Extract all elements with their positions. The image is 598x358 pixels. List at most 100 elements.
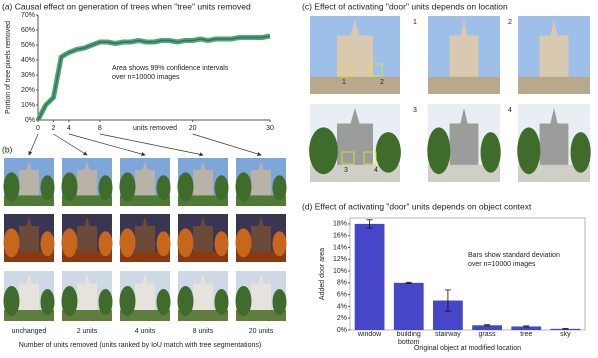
x-tick-label: 8 bbox=[98, 125, 102, 132]
annotation: Area shows 99% confidence intervals bbox=[112, 65, 229, 72]
image-tree bbox=[3, 228, 20, 258]
image-building bbox=[77, 226, 97, 253]
image-building bbox=[251, 226, 271, 253]
image-building bbox=[19, 226, 39, 253]
image bbox=[235, 214, 287, 262]
image-ground bbox=[236, 310, 286, 321]
image-tree bbox=[427, 127, 451, 175]
x-tick-label-text: grass bbox=[478, 331, 496, 338]
image-tree bbox=[61, 172, 78, 202]
image-tree bbox=[177, 286, 194, 316]
annotation: over n=10000 images bbox=[468, 261, 536, 268]
image-ground bbox=[518, 164, 590, 182]
image bbox=[119, 158, 171, 206]
image bbox=[119, 271, 171, 321]
y-tick-label: 70% bbox=[21, 12, 35, 19]
image-ground bbox=[62, 310, 112, 321]
image-building bbox=[251, 283, 271, 311]
image-spire bbox=[26, 216, 32, 226]
image-tree bbox=[272, 175, 287, 201]
image-spire bbox=[84, 273, 90, 284]
image-building bbox=[193, 226, 213, 253]
image-ground bbox=[428, 164, 500, 182]
image-ground bbox=[518, 76, 590, 94]
y-tick-label: 12% bbox=[333, 256, 347, 263]
image-tree bbox=[61, 228, 78, 258]
image-tree bbox=[272, 231, 287, 257]
x-tick-label: window bbox=[358, 331, 381, 338]
y-tick-label: 10% bbox=[21, 102, 35, 109]
image-spire bbox=[142, 216, 148, 226]
y-tick-label: 30% bbox=[21, 72, 35, 79]
image-tree bbox=[214, 175, 229, 201]
image bbox=[235, 271, 287, 321]
image-spire bbox=[258, 216, 264, 226]
image bbox=[3, 271, 55, 321]
image bbox=[177, 214, 229, 262]
y-tick-label: 20% bbox=[21, 87, 35, 94]
image-spire bbox=[84, 216, 90, 226]
x-tick-label: 0 bbox=[36, 125, 40, 132]
y-tick-label: 10% bbox=[333, 268, 347, 275]
image-number: 4 bbox=[508, 107, 512, 114]
image-tree bbox=[235, 172, 252, 202]
image-ground bbox=[236, 251, 286, 262]
image bbox=[61, 158, 113, 206]
image-spire bbox=[142, 273, 148, 284]
x-axis-label: Original object at modified location bbox=[414, 345, 521, 352]
image-ground bbox=[120, 195, 170, 206]
image-ground bbox=[310, 76, 400, 94]
image-tree bbox=[3, 286, 20, 316]
y-tick-label: 4% bbox=[337, 303, 347, 310]
image-spire bbox=[460, 19, 468, 36]
image-tree bbox=[517, 127, 541, 175]
x-tick-label: 2 bbox=[52, 125, 56, 132]
image-building bbox=[251, 170, 271, 197]
image bbox=[518, 16, 590, 94]
image-tree bbox=[309, 127, 338, 175]
x-axis-label: units removed bbox=[133, 125, 177, 132]
y-tick-label: 14% bbox=[333, 244, 347, 251]
image-building bbox=[193, 170, 213, 197]
image-tree bbox=[235, 228, 252, 258]
image-tree bbox=[119, 286, 136, 316]
image-ground bbox=[62, 195, 112, 206]
box-label: 4 bbox=[374, 167, 378, 174]
y-tick-label: 6% bbox=[337, 291, 347, 298]
x-tick-label-text: tree bbox=[520, 331, 533, 338]
image-tree bbox=[480, 132, 501, 173]
arrow bbox=[28, 133, 39, 156]
bar bbox=[354, 223, 385, 330]
annotation: over n=10000 images bbox=[112, 74, 180, 81]
y-tick-label: 50% bbox=[21, 42, 35, 49]
image-tree bbox=[156, 289, 171, 315]
image-tree bbox=[375, 132, 401, 173]
image-spire bbox=[84, 160, 90, 170]
arrow bbox=[68, 133, 146, 157]
bar bbox=[472, 325, 502, 330]
image-tree bbox=[272, 289, 287, 315]
image-spire bbox=[460, 107, 468, 124]
image-spire bbox=[550, 107, 558, 124]
image-spire bbox=[200, 216, 206, 226]
image bbox=[119, 214, 171, 262]
x-tick-label: building bottom bbox=[396, 331, 421, 346]
image-tree bbox=[119, 172, 136, 202]
image-spire bbox=[550, 19, 558, 36]
image-caption: 20 units bbox=[249, 328, 274, 335]
bar bbox=[511, 326, 542, 330]
y-tick-label: 60% bbox=[21, 27, 35, 34]
image-spire bbox=[26, 273, 32, 284]
image-caption: unchanged bbox=[12, 328, 47, 335]
image-ground bbox=[428, 76, 500, 94]
image-spire bbox=[258, 160, 264, 170]
image-number: 2 bbox=[508, 19, 512, 26]
image-ground bbox=[4, 310, 54, 321]
image-spire bbox=[26, 160, 32, 170]
image bbox=[517, 104, 591, 182]
x-tick-label-text: building bottom bbox=[396, 331, 421, 346]
panel-b-footer: Number of units removed (units ranked by… bbox=[19, 342, 261, 349]
image-tree bbox=[98, 231, 113, 257]
y-tick-label: 40% bbox=[21, 57, 35, 64]
